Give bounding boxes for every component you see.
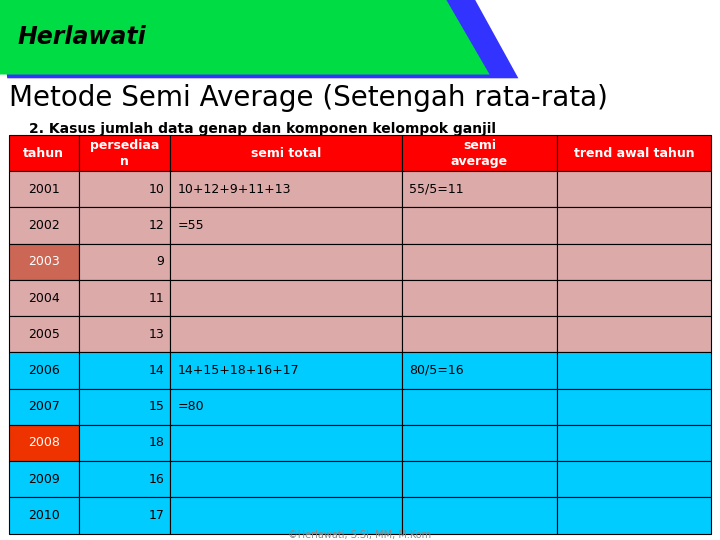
Bar: [9, 171, 79, 207]
Bar: [402, 497, 557, 534]
Bar: [79, 280, 170, 316]
Bar: [402, 461, 557, 497]
Bar: [557, 135, 711, 171]
Text: 12: 12: [149, 219, 164, 232]
Text: semi
average: semi average: [451, 139, 508, 167]
Text: 11: 11: [149, 292, 164, 305]
Text: Herlawati: Herlawati: [18, 25, 147, 49]
Bar: [557, 461, 711, 497]
Bar: [170, 316, 402, 353]
Text: 18: 18: [148, 436, 164, 449]
Bar: [402, 135, 557, 171]
Text: 2005: 2005: [28, 328, 60, 341]
Text: Metode Semi Average (Setengah rata-rata): Metode Semi Average (Setengah rata-rata): [9, 84, 608, 112]
Text: 10: 10: [148, 183, 164, 196]
Bar: [557, 280, 711, 316]
Text: 2009: 2009: [28, 472, 60, 485]
Bar: [9, 316, 79, 353]
Bar: [79, 135, 170, 171]
Text: 2004: 2004: [28, 292, 60, 305]
Bar: [9, 207, 79, 244]
Bar: [79, 497, 170, 534]
Text: 17: 17: [148, 509, 164, 522]
Bar: [79, 425, 170, 461]
Text: 15: 15: [148, 400, 164, 413]
Bar: [557, 171, 711, 207]
Text: 2007: 2007: [28, 400, 60, 413]
Bar: [9, 353, 79, 389]
Text: persediaa
n: persediaa n: [90, 139, 159, 167]
Text: 2010: 2010: [28, 509, 60, 522]
Bar: [557, 316, 711, 353]
Bar: [170, 461, 402, 497]
Bar: [557, 244, 711, 280]
Bar: [170, 171, 402, 207]
Bar: [79, 353, 170, 389]
Text: 2. Kasus jumlah data genap dan komponen kelompok ganjil: 2. Kasus jumlah data genap dan komponen …: [29, 122, 496, 136]
Bar: [79, 316, 170, 353]
Polygon shape: [0, 0, 518, 78]
Text: 10+12+9+11+13: 10+12+9+11+13: [177, 183, 291, 196]
Bar: [402, 280, 557, 316]
Bar: [557, 207, 711, 244]
Bar: [9, 280, 79, 316]
Bar: [402, 244, 557, 280]
Text: 80/5=16: 80/5=16: [410, 364, 464, 377]
Text: 16: 16: [149, 472, 164, 485]
Bar: [170, 280, 402, 316]
Bar: [9, 425, 79, 461]
Bar: [402, 207, 557, 244]
Bar: [170, 244, 402, 280]
Text: semi total: semi total: [251, 147, 321, 160]
Bar: [557, 353, 711, 389]
Bar: [79, 389, 170, 425]
Text: 2001: 2001: [28, 183, 60, 196]
Bar: [9, 497, 79, 534]
Text: 2003: 2003: [28, 255, 60, 268]
Text: 55/5=11: 55/5=11: [410, 183, 464, 196]
Bar: [402, 171, 557, 207]
Bar: [79, 207, 170, 244]
Polygon shape: [0, 0, 490, 75]
Bar: [170, 353, 402, 389]
Text: 2008: 2008: [28, 436, 60, 449]
Text: 2002: 2002: [28, 219, 60, 232]
Bar: [170, 207, 402, 244]
Text: ©Herlawati, S.SI, MM, M.Kom: ©Herlawati, S.SI, MM, M.Kom: [289, 530, 431, 540]
Text: tahun: tahun: [23, 147, 64, 160]
Bar: [79, 244, 170, 280]
Text: 14: 14: [149, 364, 164, 377]
Bar: [79, 171, 170, 207]
Text: trend awal tahun: trend awal tahun: [574, 147, 694, 160]
Bar: [79, 461, 170, 497]
Bar: [557, 389, 711, 425]
Text: =80: =80: [177, 400, 204, 413]
Text: 14+15+18+16+17: 14+15+18+16+17: [177, 364, 299, 377]
Bar: [402, 425, 557, 461]
Bar: [170, 497, 402, 534]
Text: 9: 9: [157, 255, 164, 268]
Bar: [557, 497, 711, 534]
Text: 2006: 2006: [28, 364, 60, 377]
Bar: [170, 425, 402, 461]
Text: =55: =55: [177, 219, 204, 232]
Bar: [170, 135, 402, 171]
Bar: [9, 135, 79, 171]
Bar: [402, 353, 557, 389]
Text: 13: 13: [149, 328, 164, 341]
Bar: [170, 389, 402, 425]
Bar: [402, 389, 557, 425]
Bar: [402, 316, 557, 353]
Bar: [9, 244, 79, 280]
Bar: [9, 461, 79, 497]
Bar: [9, 389, 79, 425]
Bar: [557, 425, 711, 461]
